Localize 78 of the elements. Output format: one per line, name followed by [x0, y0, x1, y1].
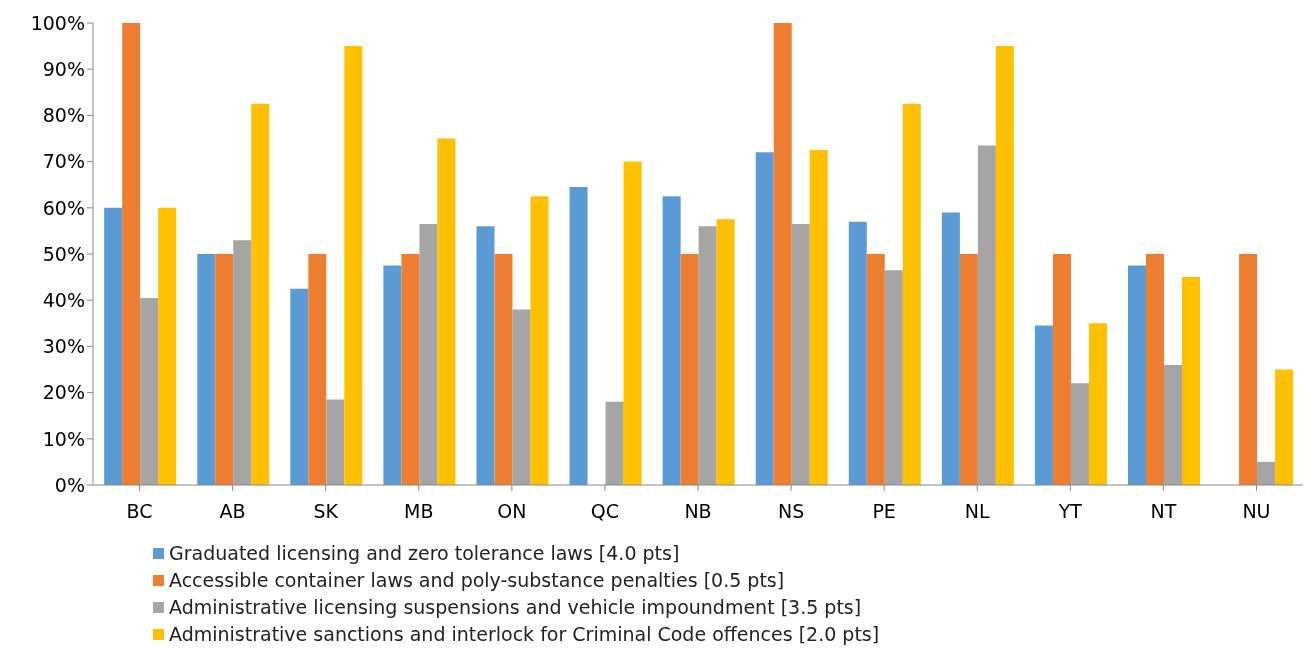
bar [1164, 364, 1183, 485]
bar [1146, 254, 1165, 485]
y-tick-label: 40% [42, 288, 85, 311]
x-tick-label: QC [590, 500, 620, 523]
x-tick-label: NS [777, 500, 805, 523]
x-tick-label: MB [404, 500, 434, 523]
bar [1088, 323, 1107, 485]
bar [197, 254, 216, 485]
bar [308, 254, 327, 485]
bar [680, 254, 699, 485]
bar [1275, 369, 1294, 485]
x-tick-label: PE [872, 500, 896, 523]
bar [623, 161, 642, 485]
bar [476, 226, 495, 485]
bar [104, 207, 123, 485]
bar [326, 399, 345, 485]
y-tick-label: 60% [42, 196, 85, 219]
y-tick-label: 80% [42, 104, 85, 127]
x-tick-label: NB [684, 500, 712, 523]
bar [941, 212, 960, 485]
bar [215, 254, 234, 485]
bar [773, 23, 792, 485]
bar [251, 103, 270, 485]
bar [530, 196, 549, 485]
x-tick-label: ON [497, 500, 527, 523]
bar [140, 297, 159, 485]
y-tick-label: 70% [42, 150, 85, 173]
bar [1239, 254, 1258, 485]
bar [1034, 325, 1053, 485]
y-tick-label: 50% [42, 242, 85, 265]
y-tick-label: 0% [54, 473, 85, 496]
bar [716, 219, 735, 485]
bar [512, 309, 531, 485]
legend-label: Accessible container laws and poly-substance penalties [0.5 pts] [169, 568, 785, 593]
bar [662, 196, 681, 485]
bar [158, 207, 177, 485]
y-tick-label: 10% [42, 427, 85, 450]
bar [290, 288, 309, 485]
bar [605, 401, 624, 485]
bar [755, 152, 774, 485]
x-tick-label: BC [126, 500, 153, 523]
bar [977, 145, 996, 485]
bar [569, 187, 588, 485]
bar [233, 240, 252, 485]
bar [437, 138, 456, 485]
bar [848, 221, 867, 485]
bar [809, 150, 828, 485]
bar [1070, 383, 1089, 485]
bar [959, 254, 978, 485]
y-tick-label: 100% [30, 11, 85, 34]
bar [1128, 265, 1147, 485]
x-tick-label: AB [219, 500, 246, 523]
bar [1052, 254, 1071, 485]
x-tick-label: NT [1150, 500, 1177, 523]
y-tick-label: 30% [42, 335, 85, 358]
bar [884, 270, 903, 485]
bar [383, 265, 402, 485]
bar [401, 254, 420, 485]
x-tick-label: YT [1057, 500, 1083, 523]
bar [1182, 277, 1201, 485]
bar [995, 46, 1014, 485]
bar [419, 223, 438, 485]
bar [122, 23, 141, 485]
y-tick-label: 20% [42, 381, 85, 404]
x-tick-label: NU [1242, 500, 1271, 523]
bar [1257, 461, 1276, 485]
bar [866, 254, 885, 485]
legend-label: Administrative sanctions and interlock for Criminal Code offences [2.0 pts] [169, 622, 880, 647]
bar [902, 103, 921, 485]
bar [344, 46, 363, 485]
bar [494, 254, 513, 485]
x-tick-label: SK [313, 500, 339, 523]
legend-label: Administrative licensing suspensions and vehicle impoundment [3.5 pts] [169, 595, 862, 620]
x-tick-label: NL [964, 500, 991, 523]
bar [698, 226, 717, 485]
bar [791, 223, 810, 485]
legend-label: Graduated licensing and zero tolerance laws [4.0 pts] [169, 541, 680, 566]
y-tick-label: 90% [42, 57, 85, 80]
